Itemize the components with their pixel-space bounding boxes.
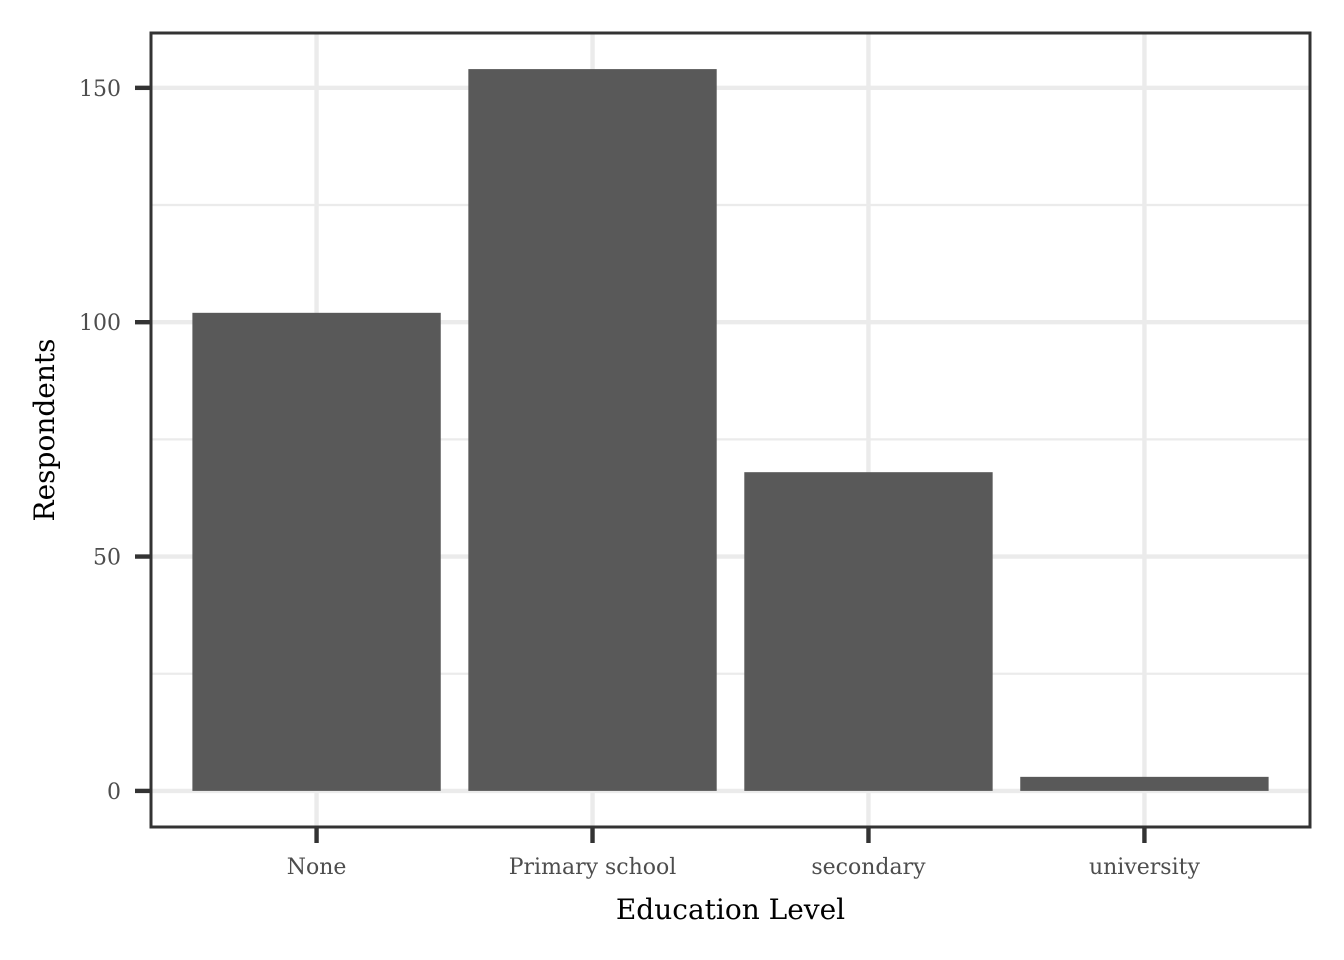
y-tick-label: 100 bbox=[79, 311, 121, 336]
y-tick-label: 150 bbox=[79, 77, 121, 102]
x-tick-label: None bbox=[287, 855, 347, 880]
y-tick-label: 50 bbox=[93, 546, 121, 571]
x-axis-title: Education Level bbox=[616, 893, 845, 926]
tick-labels: 0 50 100 150 None Primary school secondary univ… bbox=[79, 77, 1200, 880]
bars bbox=[192, 69, 1269, 791]
axis-ticks bbox=[135, 85, 1147, 843]
panel-border bbox=[149, 31, 1312, 829]
bar-university bbox=[1020, 776, 1269, 791]
bar-primary-school bbox=[468, 69, 717, 791]
y-axis-title: Respondents bbox=[28, 339, 61, 522]
x-tick-label: university bbox=[1089, 855, 1201, 880]
bar-none bbox=[192, 312, 441, 791]
x-tick-label: Primary school bbox=[509, 855, 677, 880]
bar-secondary bbox=[744, 472, 993, 791]
x-tick-label: secondary bbox=[811, 855, 926, 880]
y-tick-label: 0 bbox=[107, 780, 121, 805]
